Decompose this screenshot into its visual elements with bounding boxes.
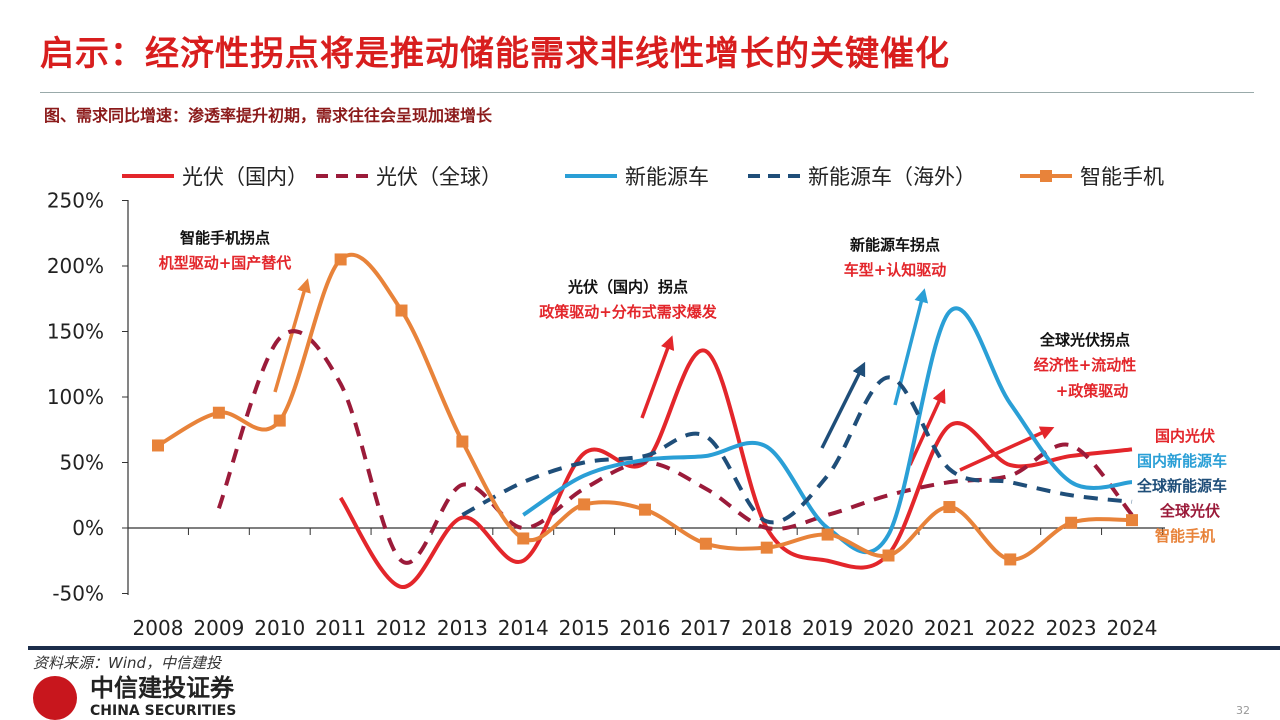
- data-point-marker: [821, 528, 834, 541]
- data-point-marker: [395, 304, 408, 317]
- legend-label: 新能源车（海外）: [808, 165, 976, 189]
- legend-label: 光伏（国内）: [182, 165, 308, 189]
- y-tick-label: 50%: [60, 451, 104, 475]
- annotation-detail: 车型+认知驱动: [844, 261, 947, 279]
- x-tick-label: 2020: [863, 616, 914, 640]
- x-tick-label: 2021: [924, 616, 975, 640]
- company-name-en: CHINA SECURITIES: [90, 703, 237, 719]
- data-point-marker: [882, 549, 895, 562]
- data-point-marker: [1004, 553, 1017, 566]
- y-tick-label: 200%: [47, 254, 104, 278]
- company-logo-icon: [33, 676, 77, 720]
- y-tick-label: -50%: [52, 582, 104, 606]
- legend: 光伏（国内） 光伏（全球） 新能源车 新能源车（海外） 智能手机: [122, 165, 1164, 189]
- annotation-title: 全球光伏拐点: [1039, 331, 1130, 349]
- annotation-title: 智能手机拐点: [180, 229, 270, 247]
- footer-divider: [28, 646, 1280, 650]
- data-point-marker: [152, 439, 164, 452]
- annotation-title: 光伏（国内）拐点: [567, 278, 688, 296]
- x-tick-label: 2013: [437, 616, 488, 640]
- legend-label: 新能源车: [625, 165, 709, 189]
- page-title: 启示：经济性拐点将是推动储能需求非线性增长的关键催化: [40, 34, 950, 74]
- end-label: 全球光伏: [1159, 502, 1220, 520]
- data-point-marker: [456, 435, 469, 448]
- axes: -50% 0% 50% 100% 150% 200% 250% 2008 2009 2010 201…: [47, 189, 1165, 640]
- data-point-marker: [699, 537, 712, 550]
- x-tick-label: 2012: [376, 616, 427, 640]
- end-label: 全球新能源车: [1136, 477, 1227, 495]
- source-note: 资料来源：Wind，中信建投: [33, 654, 222, 672]
- y-tick-label: 250%: [47, 189, 104, 213]
- end-label: 国内新能源车: [1137, 452, 1227, 470]
- data-point-marker: [273, 414, 286, 427]
- x-tick-label: 2016: [620, 616, 671, 640]
- data-point-marker: [760, 541, 773, 554]
- x-tick-label: 2019: [802, 616, 853, 640]
- end-label: 国内光伏: [1155, 427, 1215, 445]
- legend-label: 智能手机: [1080, 165, 1164, 189]
- x-tick-label: 2017: [680, 616, 731, 640]
- legend-label: 光伏（全球）: [376, 165, 502, 189]
- data-point-marker: [943, 501, 956, 514]
- x-tick-label: 2015: [559, 616, 610, 640]
- company-name-cn: 中信建投证券: [90, 673, 234, 702]
- y-tick-label: 100%: [47, 385, 104, 409]
- y-tick-label: 150%: [47, 320, 104, 344]
- data-point-marker: [639, 503, 651, 516]
- series-line-0: [338, 348, 1133, 589]
- chart-subtitle: 图、需求同比增速：渗透率提升初期，需求往往会呈现加速增长: [44, 106, 493, 125]
- annotation-detail: 机型驱动+国产替代: [159, 254, 292, 272]
- x-tick-label: 2018: [741, 616, 792, 640]
- annotation-detail: 经济性+流动性: [1034, 356, 1137, 374]
- page-number: 32: [1236, 704, 1250, 717]
- trend-arrow-icon: [820, 361, 866, 449]
- trend-arrow-icon: [893, 288, 929, 406]
- x-tick-label: 2022: [985, 616, 1036, 640]
- annotation-title: 新能源车拐点: [850, 236, 940, 254]
- legend-marker: [1040, 170, 1052, 182]
- data-point-marker: [334, 253, 347, 266]
- x-tick-label: 2008: [133, 616, 184, 640]
- end-label: 智能手机: [1155, 527, 1215, 545]
- y-tick-label: 0%: [72, 516, 104, 540]
- data-point-marker: [517, 532, 530, 545]
- data-point-marker: [1126, 514, 1138, 527]
- series-lines: [152, 252, 1138, 589]
- series-line-1: [216, 329, 1134, 565]
- x-tick-label: 2010: [254, 616, 305, 640]
- title-divider: [40, 92, 1254, 93]
- x-tick-label: 2023: [1046, 616, 1097, 640]
- annotation-detail: +政策驱动: [1056, 382, 1129, 400]
- x-tick-label: 2009: [193, 616, 244, 640]
- data-point-marker: [1065, 516, 1078, 529]
- annotation-detail: 政策驱动+分布式需求爆发: [539, 303, 718, 321]
- x-tick-label: 2011: [315, 616, 366, 640]
- data-point-marker: [212, 406, 225, 419]
- trend-arrow-icon: [273, 278, 311, 393]
- x-tick-label: 2024: [1107, 616, 1158, 640]
- data-point-marker: [578, 498, 591, 511]
- series-line-3: [461, 375, 1133, 525]
- trend-arrow-icon: [640, 335, 675, 419]
- x-tick-label: 2014: [498, 616, 549, 640]
